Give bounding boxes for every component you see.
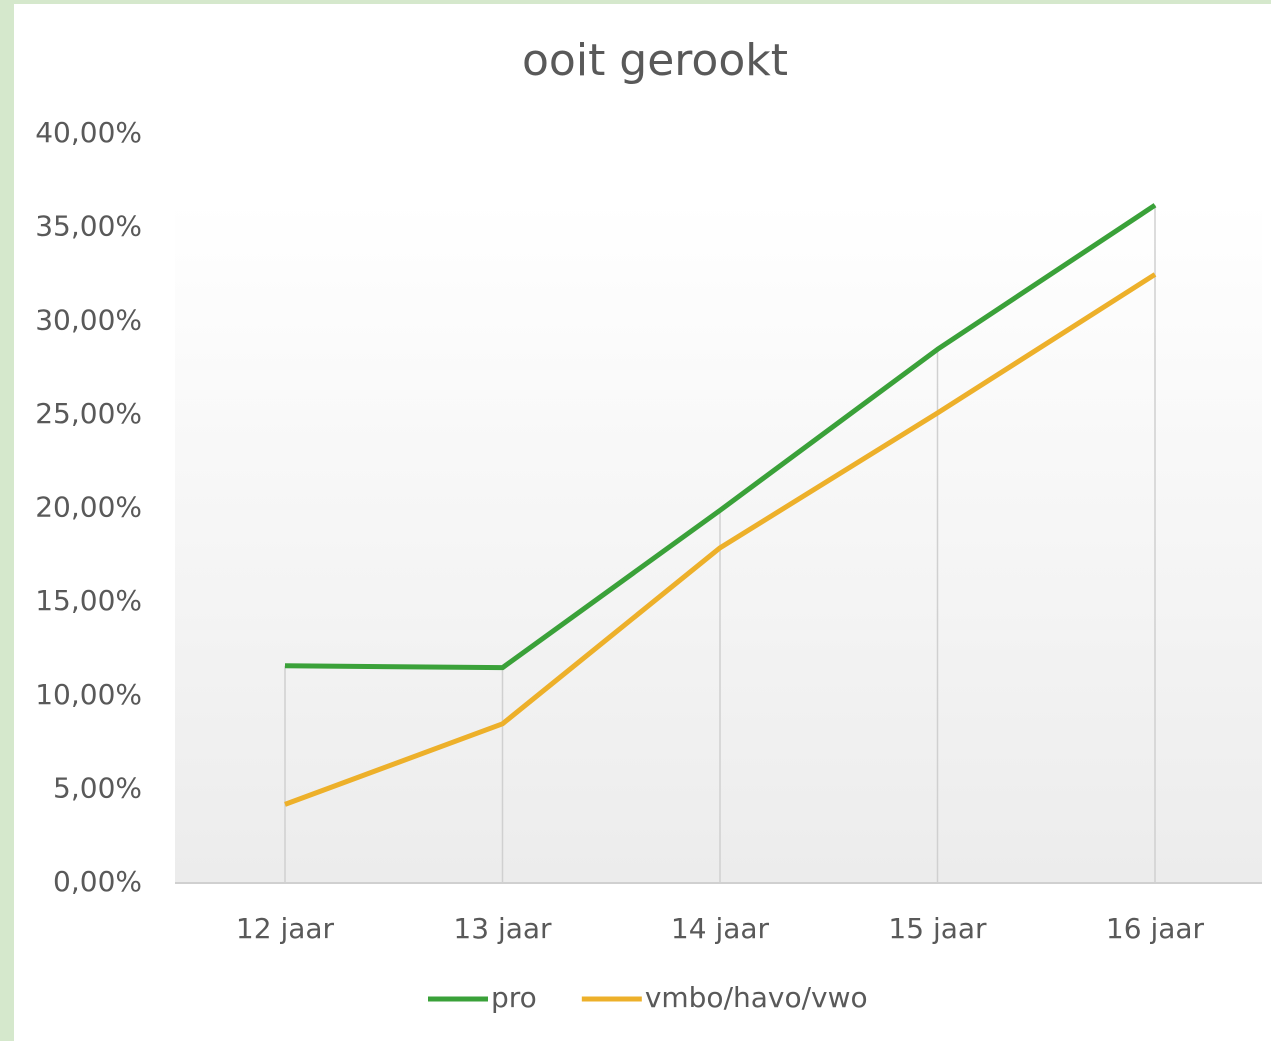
y-tick-label: 20,00% xyxy=(35,491,142,524)
y-tick-label: 5,00% xyxy=(53,771,142,804)
x-tick-label: 16 jaar xyxy=(1106,912,1205,945)
y-tick-label: 35,00% xyxy=(35,210,142,243)
x-tick-label: 15 jaar xyxy=(888,912,987,945)
y-tick-label: 25,00% xyxy=(35,397,142,430)
legend-label: vmbo/havo/vwo xyxy=(645,981,868,1014)
y-tick-label: 15,00% xyxy=(35,584,142,617)
y-tick-label: 10,00% xyxy=(35,678,142,711)
chart-title: ooit gerookt xyxy=(522,35,788,86)
x-tick-label: 12 jaar xyxy=(236,912,335,945)
plot-background xyxy=(175,200,1262,883)
series-line xyxy=(284,203,1157,671)
y-tick-label: 30,00% xyxy=(35,303,142,336)
legend-label: pro xyxy=(491,981,537,1014)
x-tick-label: 14 jaar xyxy=(671,912,770,945)
series-line xyxy=(284,272,1157,807)
x-tick-label: 13 jaar xyxy=(453,912,552,945)
y-tick-label: 40,00% xyxy=(35,116,142,149)
y-tick-label: 0,00% xyxy=(53,865,142,898)
